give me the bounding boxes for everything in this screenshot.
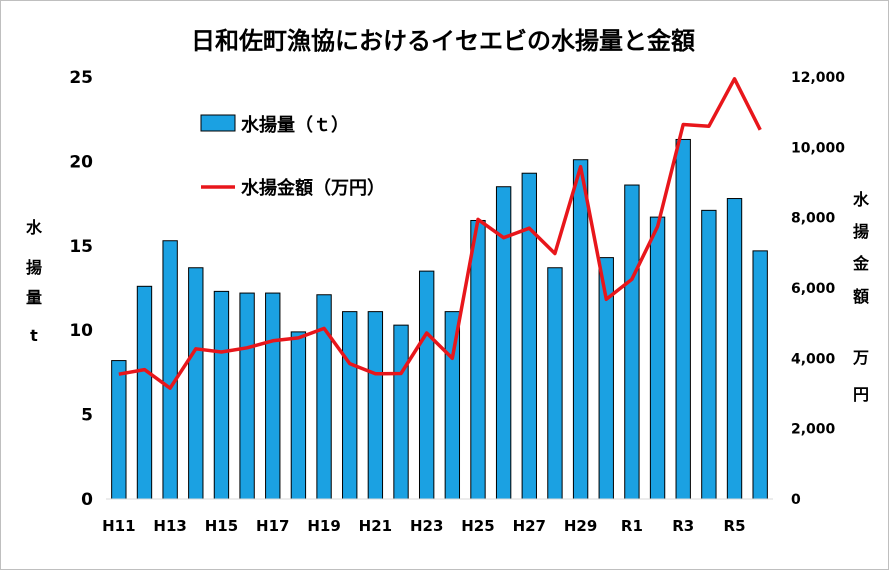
y-left-label-char: 水 — [26, 218, 43, 237]
legend: 水揚量（ｔ） 水揚金額（万円） — [200, 114, 385, 199]
line-series-path — [118, 77, 762, 390]
y-right-label-char: 円 — [853, 385, 869, 404]
legend-line-label: 水揚金額（万円） — [241, 177, 385, 199]
y-left-tick-label: 25 — [69, 68, 93, 88]
bar — [213, 290, 230, 500]
y-right-tick-label: 4,000 — [791, 351, 836, 367]
y-right-tick-label: 6,000 — [791, 281, 836, 297]
y-right-tick-label: 0 — [791, 492, 801, 508]
y-right-label-char: 水 — [853, 190, 870, 209]
x-tick-label: H25 — [461, 517, 494, 535]
y-left-tick-label: 15 — [69, 237, 93, 257]
bar — [162, 240, 178, 500]
bar-series — [111, 138, 768, 500]
y-right-label-char: 万 — [852, 348, 869, 367]
bar — [521, 172, 537, 500]
line-series — [118, 77, 762, 390]
bar — [418, 270, 435, 500]
y-right-label-char: 金 — [852, 254, 870, 273]
bar — [393, 324, 409, 500]
bar — [342, 311, 358, 500]
x-tick-label: H15 — [205, 517, 238, 535]
bar — [649, 216, 666, 500]
bar — [265, 292, 281, 500]
bar — [470, 219, 486, 500]
bar — [111, 360, 127, 500]
bar — [367, 311, 384, 500]
legend-bar-label: 水揚量（ｔ） — [241, 114, 349, 136]
y-left-tick-label: 20 — [69, 152, 93, 172]
bar — [239, 292, 255, 500]
y-left-ticks: 0 5 10 15 20 25 — [69, 68, 93, 510]
y-right-ticks: 0 2,000 4,000 6,000 8,000 10,000 12,000 — [791, 70, 845, 508]
y-left-label-char: 量 — [26, 288, 42, 307]
bar — [136, 285, 153, 500]
y-right-label-char: 額 — [852, 287, 869, 306]
x-tick-label: H29 — [564, 517, 597, 535]
bar — [547, 267, 563, 500]
x-tick-label: H27 — [513, 517, 546, 535]
legend-bar-swatch — [200, 114, 236, 132]
bar — [188, 267, 204, 500]
y-left-label-char: 揚 — [26, 258, 42, 277]
x-tick-label: H17 — [256, 517, 289, 535]
bar — [624, 184, 640, 500]
x-tick-label: H21 — [359, 517, 392, 535]
y-right-tick-label: 12,000 — [791, 70, 845, 86]
x-tick-label: R3 — [672, 517, 694, 535]
y-right-tick-label: 10,000 — [791, 140, 845, 156]
y-left-tick-label: 10 — [69, 321, 93, 341]
x-tick-label: H23 — [410, 517, 443, 535]
x-tick-label: H13 — [153, 517, 186, 535]
x-tick-label: R5 — [724, 517, 746, 535]
y-left-tick-label: 5 — [81, 406, 93, 426]
x-tick-label: H19 — [307, 517, 340, 535]
bar — [290, 331, 307, 500]
bar — [675, 138, 691, 500]
bar — [752, 250, 768, 500]
y-left-tick-label: 0 — [81, 490, 93, 510]
x-ticks: H11 H13 H15 H17 H19 H21 H23 H25 H27 H29 R1 R3 R5 — [102, 517, 745, 535]
bar — [726, 198, 743, 500]
bar — [701, 209, 717, 500]
bar — [316, 294, 332, 500]
y-right-label-char: 揚 — [853, 222, 869, 241]
y-left-label-char: t — [30, 326, 38, 345]
y-right-tick-label: 2,000 — [791, 422, 836, 438]
x-tick-label: R1 — [621, 517, 643, 535]
x-tick-label: H11 — [102, 517, 135, 535]
y-right-tick-label: 8,000 — [791, 211, 836, 227]
chart-title: 日和佐町漁協におけるイセエビの水揚量と金額 — [191, 27, 695, 55]
bar — [572, 159, 589, 500]
